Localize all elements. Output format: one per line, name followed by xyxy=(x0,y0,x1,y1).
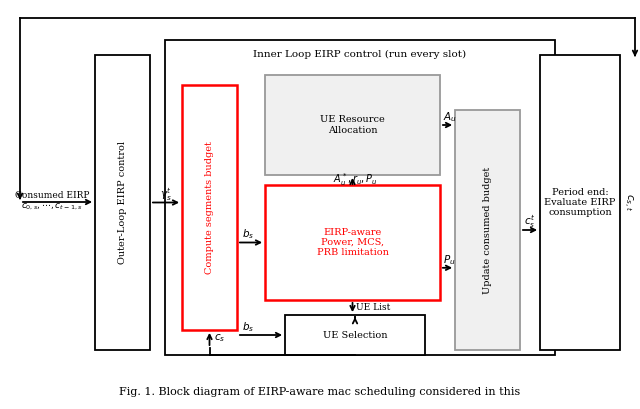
Text: UE Selection: UE Selection xyxy=(323,330,387,339)
Bar xyxy=(455,110,520,350)
Text: $P_u$: $P_u$ xyxy=(443,253,456,267)
Text: $c_{s,t}$: $c_{s,t}$ xyxy=(621,193,634,211)
Text: EIRP-aware
Power, MCS,
PRB limitation: EIRP-aware Power, MCS, PRB limitation xyxy=(317,227,388,257)
Bar xyxy=(265,75,440,175)
Text: $b_s$: $b_s$ xyxy=(242,320,254,334)
Text: $A_u$: $A_u$ xyxy=(443,110,457,124)
Text: UE List: UE List xyxy=(355,303,390,312)
Text: $\gamma_s^t$: $\gamma_s^t$ xyxy=(160,186,172,203)
Text: $c_{0,s}, \cdots, c_{t-1,s}$: $c_{0,s}, \cdots, c_{t-1,s}$ xyxy=(21,202,83,212)
Bar xyxy=(165,40,555,355)
Bar xyxy=(95,55,150,350)
Text: Compute segments budget: Compute segments budget xyxy=(205,141,214,274)
Text: $c_s^t$: $c_s^t$ xyxy=(524,213,536,230)
Bar xyxy=(182,85,237,330)
Bar xyxy=(265,185,440,300)
Text: $A_u^*, r_u, P_u$: $A_u^*, r_u, P_u$ xyxy=(333,172,378,189)
Text: Period end:
Evaluate EIRP
consumption: Period end: Evaluate EIRP consumption xyxy=(544,188,616,218)
Text: $c_s$: $c_s$ xyxy=(214,332,226,344)
Text: Update consumed budget: Update consumed budget xyxy=(483,166,492,294)
Text: Inner Loop EIRP control (run every slot): Inner Loop EIRP control (run every slot) xyxy=(253,49,467,58)
Bar xyxy=(540,55,620,350)
Text: $b_s$: $b_s$ xyxy=(242,227,254,241)
Text: UE Resource
Allocation: UE Resource Allocation xyxy=(320,115,385,135)
Bar xyxy=(285,315,425,355)
Text: Fig. 1. Block diagram of EIRP-aware mac scheduling considered in this: Fig. 1. Block diagram of EIRP-aware mac … xyxy=(120,387,520,397)
Text: Outer-Loop EIRP control: Outer-Loop EIRP control xyxy=(118,141,127,264)
Text: Consumed EIRP: Consumed EIRP xyxy=(15,191,89,200)
